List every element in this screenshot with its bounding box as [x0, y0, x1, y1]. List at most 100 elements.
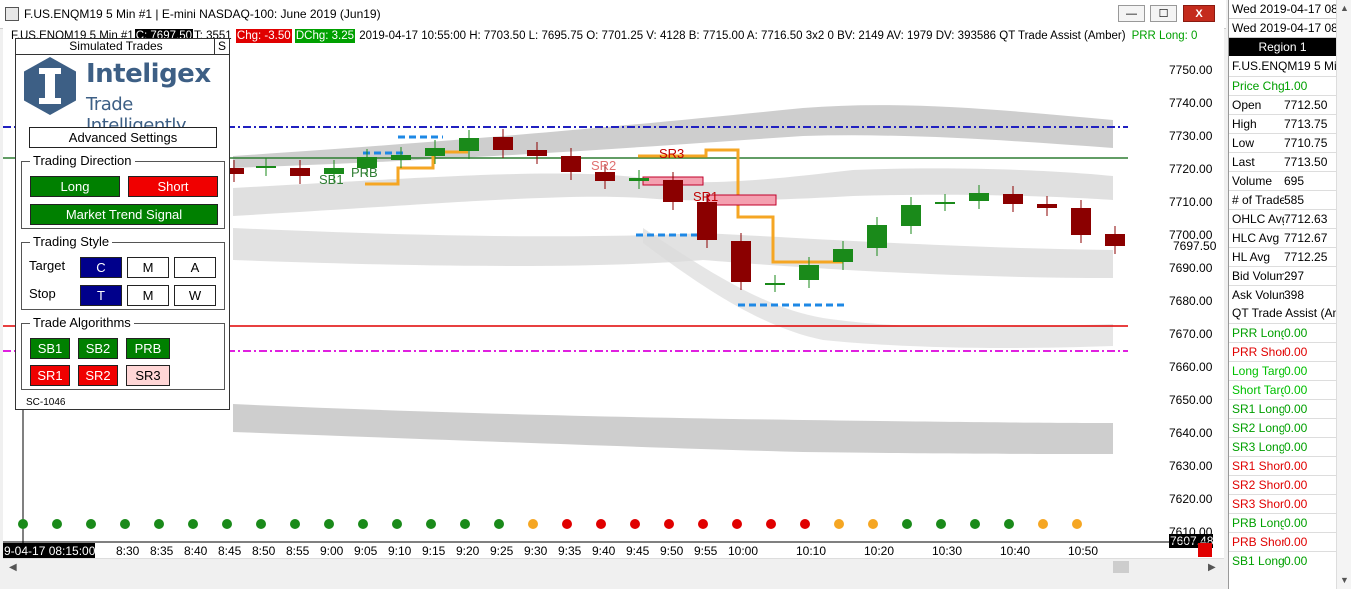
candle-body	[1071, 208, 1091, 235]
data-row: Bid Volum 297	[1229, 266, 1336, 285]
sr2-button[interactable]: SR2	[78, 365, 118, 386]
x-tick-label: 9:55	[694, 544, 718, 558]
candle-body	[629, 178, 649, 181]
trading-direction-group: Trading Direction Long Short Market Tren…	[21, 153, 225, 229]
signal-dot	[562, 519, 572, 529]
data-row: Ask Volum 398	[1229, 285, 1336, 304]
cursor-time-label: 9-04-17 08:15:00	[4, 544, 96, 558]
x-tick-label: 9:35	[558, 544, 582, 558]
signal-dots	[18, 519, 1082, 529]
sb2-button[interactable]: SB2	[78, 338, 118, 359]
study-row: SR3 Long 0.00	[1229, 437, 1336, 456]
signal-dot	[52, 519, 62, 529]
window-title: F.US.ENQM19 5 Min #1 | E-mini NASDAQ-100…	[24, 7, 381, 21]
sr3-button[interactable]: SR3	[126, 365, 170, 386]
y-tick-label: 7670.00	[1169, 327, 1213, 341]
signal-dot	[1004, 519, 1014, 529]
candle-body	[561, 156, 581, 172]
signal-dot	[630, 519, 640, 529]
study-name-row: QT Trade Assist (Am	[1232, 306, 1336, 320]
x-tick-label: 8:50	[252, 544, 276, 558]
band-lower-channel	[643, 228, 1113, 348]
long-button[interactable]: Long	[30, 176, 120, 197]
sr1-button[interactable]: SR1	[30, 365, 70, 386]
date-row-2: Wed 2019-04-17 08	[1229, 19, 1336, 38]
marker-sr2: SR2	[591, 158, 616, 173]
trade-box-2	[707, 194, 777, 206]
stop-w-button[interactable]: W	[174, 285, 216, 306]
candle-body	[969, 193, 989, 201]
signal-dot	[528, 519, 538, 529]
x-tick-label: 9:25	[490, 544, 514, 558]
inteligex-logo-icon	[24, 57, 76, 115]
scroll-right-icon[interactable]: ▶	[1208, 562, 1216, 573]
signal-dot	[86, 519, 96, 529]
advanced-settings-button[interactable]: Advanced Settings	[29, 127, 217, 148]
prb-button[interactable]: PRB	[126, 338, 170, 359]
y-tick-label: 7640.00	[1169, 426, 1213, 440]
target-label: Target	[29, 258, 66, 273]
candles	[224, 129, 1125, 292]
signal-dot	[902, 519, 912, 529]
data-row: High 7713.75	[1229, 114, 1336, 133]
x-tick-label: 10:30	[932, 544, 962, 558]
stop-m-button[interactable]: M	[127, 285, 169, 306]
date-row-1: Wed 2019-04-17 08	[1229, 0, 1336, 19]
sb1-button[interactable]: SB1	[30, 338, 70, 359]
study-row: SR2 Long 0.00	[1229, 418, 1336, 437]
study-id-label: SC-1046	[26, 397, 66, 408]
signal-dot	[256, 519, 266, 529]
y-tick-label: 7720.00	[1169, 162, 1213, 176]
market-trend-signal-button[interactable]: Market Trend Signal	[30, 204, 218, 225]
target-c-button[interactable]: C	[80, 257, 122, 278]
candle-body	[459, 138, 479, 151]
price-chart[interactable]: SB1 PRB SR2 SR3 SR1 7750.00 7740.00 7730.0…	[3, 28, 1224, 558]
candle-body	[527, 150, 547, 156]
target-a-button[interactable]: A	[174, 257, 216, 278]
target-m-button[interactable]: M	[127, 257, 169, 278]
scroll-up-icon[interactable]: ▲	[1340, 3, 1349, 13]
candle-body	[731, 241, 751, 282]
signal-dot	[324, 519, 334, 529]
scroll-left-icon[interactable]: ◀	[9, 562, 17, 573]
signal-dot	[154, 519, 164, 529]
panel-s-button[interactable]: S	[214, 39, 229, 55]
simulated-trades-panel: Simulated Trades S Inteligex Trade Intel…	[15, 38, 230, 410]
signal-dot	[120, 519, 130, 529]
signal-dot	[596, 519, 606, 529]
stop-t-button[interactable]: T	[80, 285, 122, 306]
data-row: Open 7712.50	[1229, 95, 1336, 114]
marker-sr1: SR1	[693, 189, 718, 204]
short-button[interactable]: Short	[128, 176, 218, 197]
x-tick-label: 8:55	[286, 544, 310, 558]
candle-body	[867, 225, 887, 248]
candle-body	[357, 157, 377, 168]
y-tick-label: 7630.00	[1169, 459, 1213, 473]
horizontal-scrollbar[interactable]: ◀ ▶	[3, 558, 1224, 576]
x-tick-label: 9:45	[626, 544, 650, 558]
vertical-scrollbar[interactable]: ▲ ▼	[1336, 0, 1351, 589]
scroll-down-icon[interactable]: ▼	[1340, 575, 1349, 585]
signal-dot	[834, 519, 844, 529]
x-axis: 8:30 8:35 8:40 8:45 8:50 8:55 9:00 9:05 9:10 9:15…	[116, 544, 1098, 558]
signal-dot	[358, 519, 368, 529]
info-chg: Chg: -3.50	[235, 29, 292, 43]
info-detail: 2019-04-17 10:55:00 H: 7703.50 L: 7695.7…	[359, 30, 1126, 42]
x-tick-label: 8:45	[218, 544, 242, 558]
x-tick-label: 10:10	[796, 544, 826, 558]
trading-style-group: Trading Style Target Stop C M A T M W	[21, 234, 225, 310]
symbol-row: F.US.ENQM19 5 Min	[1232, 59, 1336, 73]
study-row: SR1 Short 0.00	[1229, 456, 1336, 475]
maximize-button[interactable]: ☐	[1150, 5, 1177, 22]
x-tick-label: 9:05	[354, 544, 378, 558]
scroll-thumb[interactable]	[1113, 561, 1129, 573]
close-button[interactable]: X	[1183, 5, 1215, 22]
marker-sr3: SR3	[659, 146, 684, 161]
y-tick-label: 7680.00	[1169, 294, 1213, 308]
minimize-button[interactable]: —	[1118, 5, 1145, 22]
x-tick-label: 9:40	[592, 544, 616, 558]
candle-body	[1003, 194, 1023, 204]
signal-dot	[222, 519, 232, 529]
study-row: SR3 Short 0.00	[1229, 494, 1336, 513]
candle-body	[901, 205, 921, 226]
